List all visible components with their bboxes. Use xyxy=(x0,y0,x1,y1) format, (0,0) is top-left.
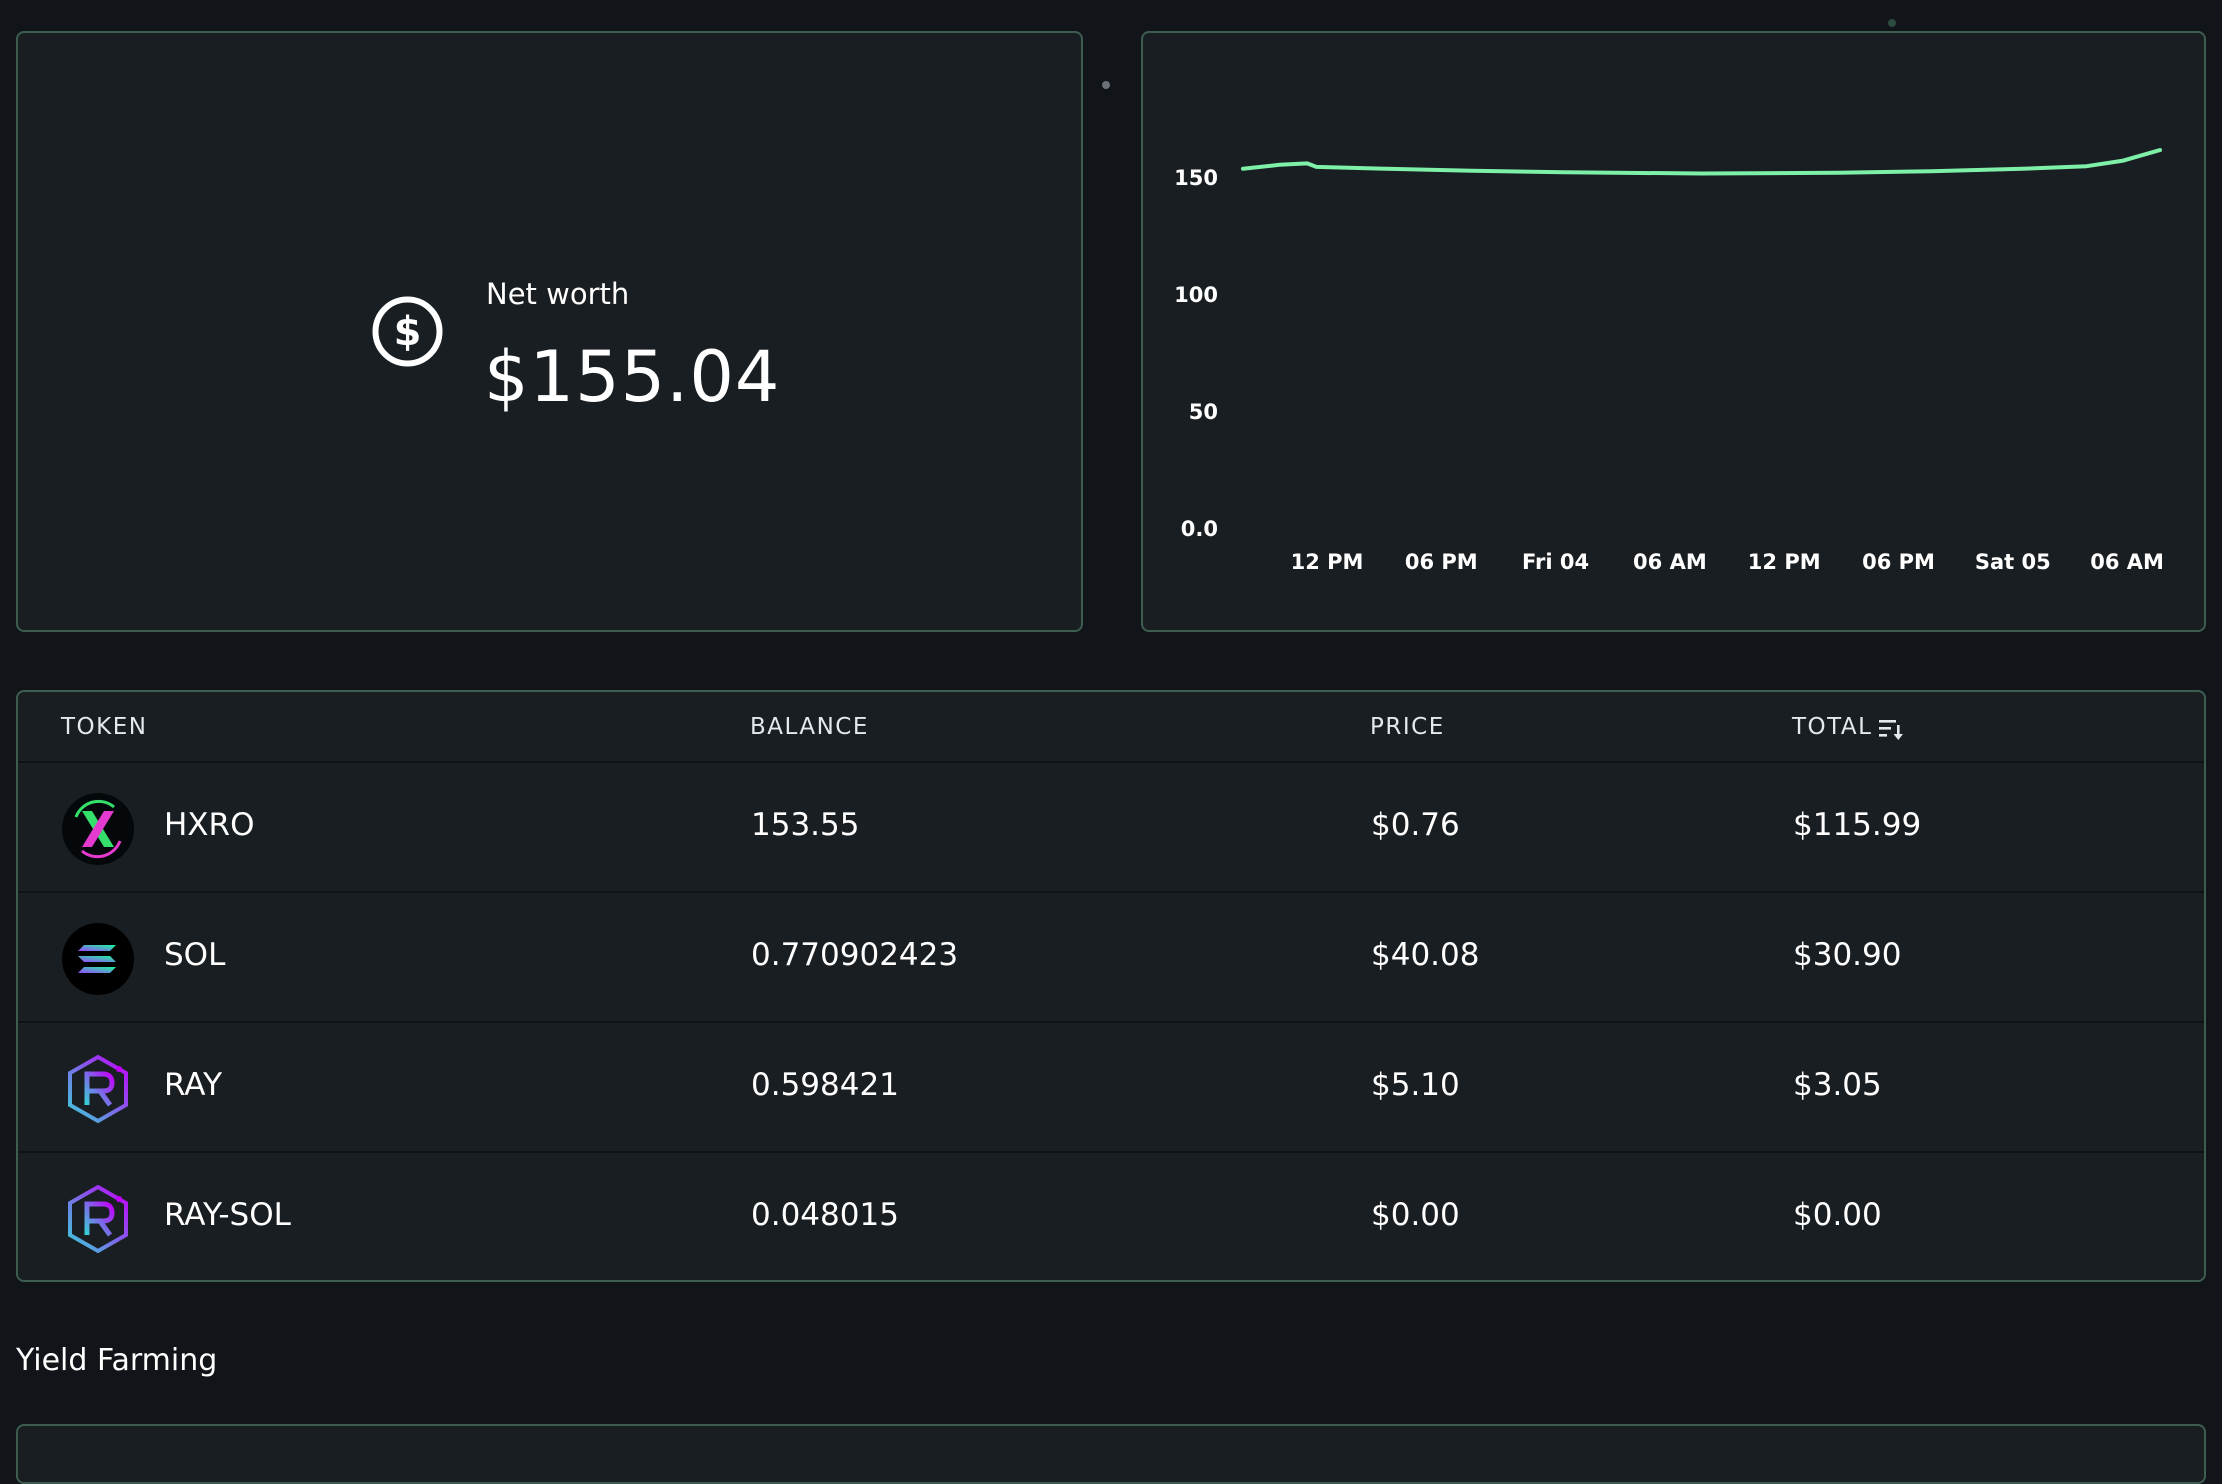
yield-farming-title: Yield Farming xyxy=(16,1343,218,1378)
token-balance: 0.048015 xyxy=(751,1197,899,1233)
y-tick-label: 50 xyxy=(1189,400,1218,424)
table-row[interactable]: RAY 0.598421 $5.10 $3.05 xyxy=(18,1021,2204,1151)
net-worth-card: $ Net worth $155.04 xyxy=(16,31,1083,632)
token-symbol: HXRO xyxy=(164,807,255,843)
net-worth-chart: 150 100 50 0.0 12 PM 06 PM Fri 04 06 AM 12 PM 06 … xyxy=(1174,148,2164,574)
net-worth-chart-card: 150 100 50 0.0 12 PM 06 PM Fri 04 06 AM 12 PM 06 … xyxy=(1141,31,2206,632)
table-row[interactable]: RAY-SOL 0.048015 $0.00 $0.00 xyxy=(18,1151,2204,1281)
svg-text:$: $ xyxy=(394,309,422,355)
column-header-price[interactable]: PRICE xyxy=(1370,714,1445,740)
raydium-logo-icon xyxy=(68,1054,128,1124)
token-balance: 153.55 xyxy=(751,807,860,843)
y-tick-label: 100 xyxy=(1174,283,1218,307)
net-worth-label: Net worth xyxy=(486,277,630,311)
token-symbol: RAY xyxy=(164,1067,223,1103)
y-tick-label: 150 xyxy=(1174,166,1218,190)
token-price: $5.10 xyxy=(1371,1067,1460,1103)
token-balance: 0.598421 xyxy=(751,1067,899,1103)
raydium-logo-icon xyxy=(68,1184,128,1254)
x-tick-label: Sat 05 xyxy=(1975,550,2051,574)
column-header-balance[interactable]: BALANCE xyxy=(750,714,869,740)
token-price: $0.76 xyxy=(1371,807,1460,843)
net-worth-value: $155.04 xyxy=(484,336,781,418)
token-price: $40.08 xyxy=(1371,937,1480,973)
column-header-total[interactable]: TOTAL xyxy=(1792,714,1873,740)
x-tick-label: 06 AM xyxy=(1633,550,1707,574)
token-table: TOKEN BALANCE PRICE TOTAL HXRO 153.55 $0… xyxy=(16,690,2206,1282)
token-total: $0.00 xyxy=(1793,1197,1882,1233)
x-tick-label: 12 PM xyxy=(1748,550,1821,574)
table-row[interactable]: HXRO 153.55 $0.76 $115.99 xyxy=(18,761,2204,891)
yield-farming-card xyxy=(16,1424,2206,1484)
table-row[interactable]: SOL 0.770902423 $40.08 $30.90 xyxy=(18,891,2204,1021)
y-tick-label: 0.0 xyxy=(1181,517,1218,541)
sort-descending-icon[interactable] xyxy=(1878,717,1904,741)
x-tick-label: 12 PM xyxy=(1291,550,1364,574)
token-price: $0.00 xyxy=(1371,1197,1460,1233)
x-tick-label: 06 PM xyxy=(1862,550,1935,574)
token-total: $115.99 xyxy=(1793,807,1922,843)
x-tick-label: 06 PM xyxy=(1405,550,1478,574)
x-tick-label: Fri 04 xyxy=(1522,550,1589,574)
decorative-dot xyxy=(1888,19,1896,27)
token-symbol: SOL xyxy=(164,937,226,973)
x-tick-label: 06 AM xyxy=(2090,550,2164,574)
hxro-logo-icon xyxy=(62,793,134,865)
token-total: $30.90 xyxy=(1793,937,1902,973)
column-header-token[interactable]: TOKEN xyxy=(61,714,148,740)
token-total: $3.05 xyxy=(1793,1067,1882,1103)
net-worth-series-line xyxy=(1241,148,2162,176)
dollar-circle-icon: $ xyxy=(372,296,443,367)
token-balance: 0.770902423 xyxy=(751,937,959,973)
token-symbol: RAY-SOL xyxy=(164,1197,291,1233)
solana-logo-icon xyxy=(62,923,134,995)
decorative-dot xyxy=(1102,81,1110,89)
